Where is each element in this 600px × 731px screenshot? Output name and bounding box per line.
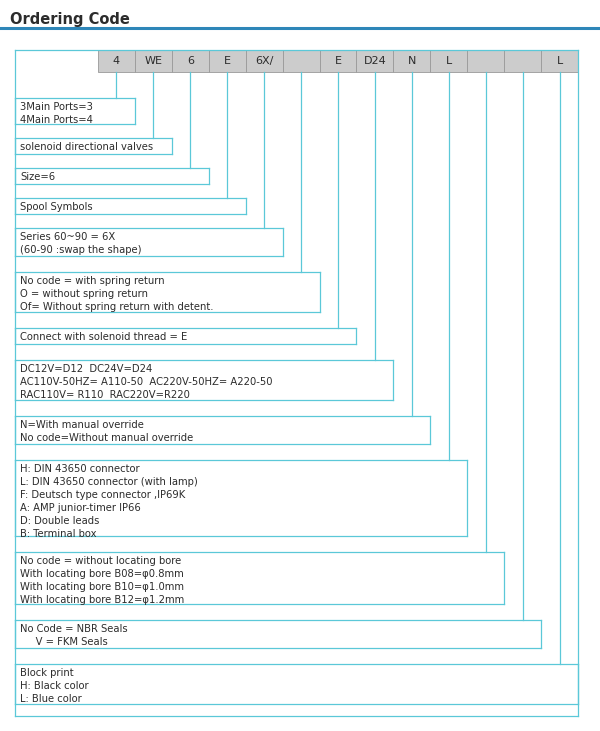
Text: Block print: Block print [20, 668, 74, 678]
Text: No Code = NBR Seals: No Code = NBR Seals [20, 624, 128, 634]
Text: 6X/: 6X/ [255, 56, 274, 66]
Text: With locating bore B10=φ1.0mm: With locating bore B10=φ1.0mm [20, 582, 184, 592]
Text: 4Main Ports=4: 4Main Ports=4 [20, 115, 93, 125]
Text: 6: 6 [187, 56, 194, 66]
Text: E: E [335, 56, 341, 66]
Bar [209, 50, 245, 72]
Text: With locating bore B08=φ0.8mm: With locating bore B08=φ0.8mm [20, 569, 184, 579]
Text: DC12V=D12  DC24V=D24: DC12V=D12 DC24V=D24 [20, 364, 152, 374]
Text: No code = with spring return: No code = with spring return [20, 276, 164, 286]
Text: With locating bore B12=φ1.2mm: With locating bore B12=φ1.2mm [20, 595, 184, 605]
Text: N: N [407, 56, 416, 66]
Text: D24: D24 [364, 56, 386, 66]
Text: O = without spring return: O = without spring return [20, 289, 148, 299]
Bar [504, 50, 541, 72]
Text: H: DIN 43650 connector: H: DIN 43650 connector [20, 464, 140, 474]
Text: Spool Symbols: Spool Symbols [20, 202, 92, 212]
Text: Size=6: Size=6 [20, 172, 55, 182]
Bar [541, 50, 578, 72]
Text: Series 60~90 = 6X: Series 60~90 = 6X [20, 232, 115, 242]
Text: L: DIN 43650 connector (with lamp): L: DIN 43650 connector (with lamp) [20, 477, 198, 487]
Text: WE: WE [145, 56, 163, 66]
Bar [430, 50, 467, 72]
Bar [283, 50, 320, 72]
Text: N=With manual override: N=With manual override [20, 420, 144, 430]
Bar [356, 50, 394, 72]
Text: H: Black color: H: Black color [20, 681, 89, 691]
Bar [98, 50, 135, 72]
Text: Connect with solenoid thread = E: Connect with solenoid thread = E [20, 332, 187, 342]
Text: V = FKM Seals: V = FKM Seals [20, 637, 108, 647]
Text: RAC110V= R110  RAC220V=R220: RAC110V= R110 RAC220V=R220 [20, 390, 190, 400]
Bar [394, 50, 430, 72]
Text: L: Blue color: L: Blue color [20, 694, 82, 704]
Bar [135, 50, 172, 72]
Text: AC110V-50HZ= A110-50  AC220V-50HZ= A220-50: AC110V-50HZ= A110-50 AC220V-50HZ= A220-5… [20, 377, 272, 387]
Text: B: Terminal box: B: Terminal box [20, 529, 97, 539]
Text: E: E [224, 56, 231, 66]
Text: solenoid directional valves: solenoid directional valves [20, 142, 153, 152]
Text: No code = without locating bore: No code = without locating bore [20, 556, 181, 566]
Text: 4: 4 [113, 56, 120, 66]
Bar [245, 50, 283, 72]
Text: L: L [446, 56, 452, 66]
Text: A: AMP junior-timer IP66: A: AMP junior-timer IP66 [20, 503, 141, 513]
Text: F: Deutsch type connector ,IP69K: F: Deutsch type connector ,IP69K [20, 490, 185, 500]
Text: No code=Without manual override: No code=Without manual override [20, 433, 193, 443]
Text: Ordering Code: Ordering Code [10, 12, 130, 27]
Bar [467, 50, 504, 72]
Text: 3Main Ports=3: 3Main Ports=3 [20, 102, 93, 112]
Bar [320, 50, 356, 72]
Text: Of= Without spring return with detent.: Of= Without spring return with detent. [20, 302, 214, 312]
Text: L: L [556, 56, 563, 66]
Text: D: Double leads: D: Double leads [20, 516, 100, 526]
Bar [172, 50, 209, 72]
Text: (60-90 :swap the shape): (60-90 :swap the shape) [20, 245, 142, 255]
